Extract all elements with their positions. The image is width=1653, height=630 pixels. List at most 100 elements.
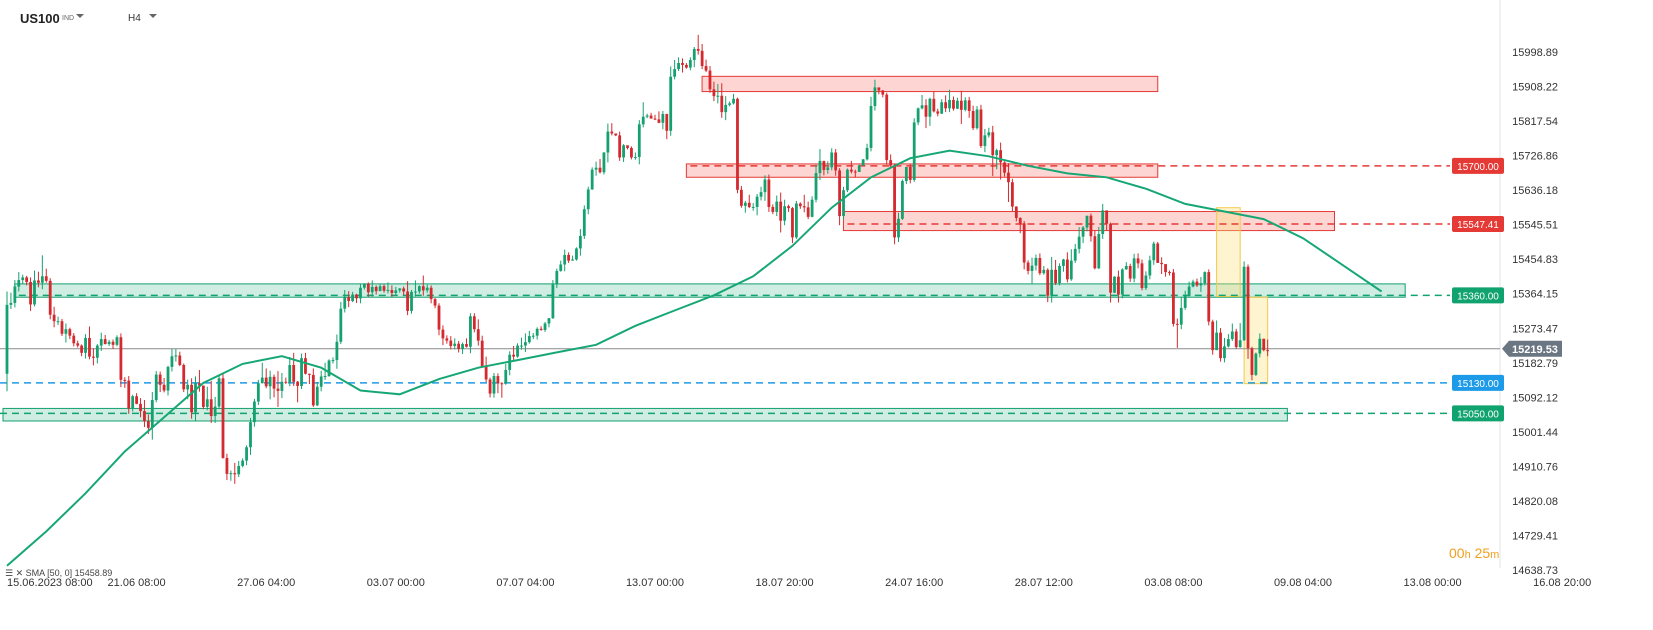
candle-body	[1156, 243, 1160, 263]
candle-body	[1207, 272, 1211, 322]
candle-body	[708, 70, 712, 90]
candle-body	[1117, 276, 1120, 295]
candle-body	[736, 98, 739, 190]
candle-bearish	[681, 58, 684, 73]
candle-bearish	[449, 336, 453, 350]
candle-body	[987, 132, 991, 136]
candle-bullish	[288, 357, 292, 387]
candle-body	[535, 328, 539, 336]
candle-bearish	[877, 87, 881, 95]
symbol-selector[interactable]: US100	[20, 11, 60, 26]
candle-body	[429, 287, 433, 300]
candle-bullish	[857, 164, 861, 172]
candle-bullish	[1034, 254, 1038, 271]
candle-body	[512, 354, 516, 357]
y-tick-label: 15998.89	[1512, 47, 1558, 59]
candle-bullish	[563, 249, 567, 272]
indicator-close-icon[interactable]: ✕	[15, 568, 24, 578]
candle-bullish	[912, 118, 916, 182]
y-tick-label: 15273.47	[1512, 323, 1558, 335]
candle-body	[60, 321, 64, 334]
candle-bearish	[1234, 328, 1238, 349]
candle-bearish	[1175, 318, 1179, 348]
candle-bullish	[842, 186, 845, 220]
candle-body	[582, 209, 586, 236]
candle-body	[394, 290, 398, 294]
sma-line	[6, 149, 1383, 567]
candle-body	[1152, 243, 1156, 261]
candle-body	[810, 199, 814, 217]
candle-bullish	[398, 288, 402, 293]
candle-bullish	[1081, 226, 1085, 244]
candle-bullish	[131, 394, 135, 412]
candle-body	[991, 132, 995, 156]
y-tick-label: 15182.79	[1512, 358, 1558, 370]
candle-bullish	[362, 283, 366, 290]
candle-body	[1136, 258, 1140, 264]
candle-bearish	[209, 381, 213, 423]
candle-body	[849, 169, 853, 172]
candle-bearish	[991, 125, 995, 177]
candle-bearish	[787, 204, 790, 212]
candle-bearish	[48, 278, 52, 320]
x-tick-label: 03.08 08:00	[1144, 577, 1202, 589]
candle-body	[296, 381, 300, 386]
candle-body	[190, 384, 193, 413]
candle-bullish	[1179, 297, 1183, 330]
candle-body	[319, 376, 323, 387]
x-tick-label: 16.08 20:00	[1533, 577, 1591, 589]
candle-body	[1097, 233, 1101, 269]
candle-bearish	[292, 352, 296, 386]
candle-body	[630, 147, 633, 158]
candle-bullish	[64, 323, 68, 343]
candle-body	[724, 104, 728, 113]
candle-body	[590, 169, 594, 190]
candle-bullish	[1215, 320, 1219, 351]
candle-body	[33, 280, 36, 305]
candle-body	[571, 259, 574, 261]
candle-body	[268, 376, 272, 387]
candle-body	[68, 329, 72, 336]
candle-bullish	[1254, 352, 1258, 377]
x-tick-label: 13.07 00:00	[626, 577, 684, 589]
indicator-list-icon[interactable]: ☰	[5, 568, 14, 578]
candle-body	[1183, 296, 1187, 308]
candle-bullish	[1097, 226, 1101, 270]
candle-bearish	[1168, 270, 1171, 276]
candle-body	[1238, 340, 1242, 348]
price-level-label: 15547.41	[1457, 220, 1499, 231]
timeframe-dropdown-icon[interactable]	[149, 14, 157, 18]
candle-body	[225, 457, 229, 474]
candle-body	[453, 343, 457, 346]
candle-body	[158, 374, 162, 385]
candle-bearish	[1160, 257, 1164, 274]
price-level-badge	[1452, 374, 1504, 391]
candle-bullish	[755, 194, 759, 216]
candle-body	[1046, 269, 1050, 296]
candle-body	[103, 339, 107, 345]
candle-bullish	[1203, 271, 1207, 286]
candle-bearish	[382, 284, 386, 293]
candle-bullish	[323, 362, 327, 380]
candle-body	[598, 167, 602, 173]
candle-bullish	[637, 120, 641, 165]
candle-bullish	[5, 291, 9, 392]
symbol-dropdown-icon[interactable]	[76, 14, 84, 18]
candle-body	[311, 374, 315, 406]
candle-bullish	[633, 152, 637, 160]
candle-bearish	[1207, 269, 1211, 326]
candle-body	[150, 400, 154, 428]
candle-bullish	[543, 321, 547, 332]
candle-bearish	[1105, 210, 1109, 231]
candle-body	[1223, 346, 1226, 359]
candle-body	[763, 179, 767, 193]
timeframe-selector[interactable]: H4	[128, 13, 141, 24]
candle-body	[1007, 172, 1010, 183]
candle-bullish	[56, 316, 60, 326]
candle-bullish	[818, 149, 822, 180]
candle-bearish	[1038, 253, 1042, 276]
candle-bearish	[1093, 230, 1097, 270]
candle-body	[198, 383, 201, 386]
candle-bullish	[901, 179, 904, 220]
